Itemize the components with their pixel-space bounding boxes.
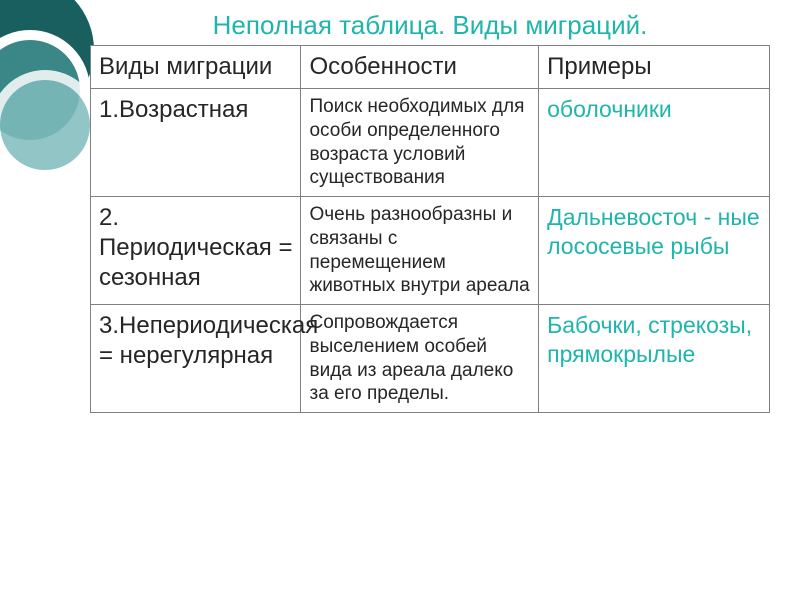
- migration-table: Виды миграции Особенности Примеры 1.Возр…: [90, 45, 770, 413]
- table-header-row: Виды миграции Особенности Примеры: [91, 46, 770, 89]
- slide-content: Неполная таблица. Виды миграций. Виды ми…: [0, 0, 800, 413]
- header-features: Особенности: [301, 46, 539, 89]
- cell-features: Сопровождается выселением особей вида из…: [301, 305, 539, 413]
- header-examples: Примеры: [539, 46, 770, 89]
- header-types: Виды миграции: [91, 46, 301, 89]
- cell-type: 1.Возрастная: [91, 89, 301, 197]
- table-row: 1.Возрастная Поиск необходимых для особи…: [91, 89, 770, 197]
- table-row: 2. Периодическая = сезонная Очень разноо…: [91, 197, 770, 305]
- cell-type: 2. Периодическая = сезонная: [91, 197, 301, 305]
- cell-type: 3.Непериодическая = нерегулярная: [91, 305, 301, 413]
- slide-title: Неполная таблица. Виды миграций.: [90, 10, 770, 41]
- cell-example: Дальневосточ - ные лососевые рыбы: [539, 197, 770, 305]
- table-row: 3.Непериодическая = нерегулярная Сопрово…: [91, 305, 770, 413]
- cell-features: Поиск необходимых для особи определенног…: [301, 89, 539, 197]
- cell-example: Бабочки, стрекозы, прямокрылые: [539, 305, 770, 413]
- cell-features: Очень разнообразны и связаны с перемещен…: [301, 197, 539, 305]
- cell-example: оболочники: [539, 89, 770, 197]
